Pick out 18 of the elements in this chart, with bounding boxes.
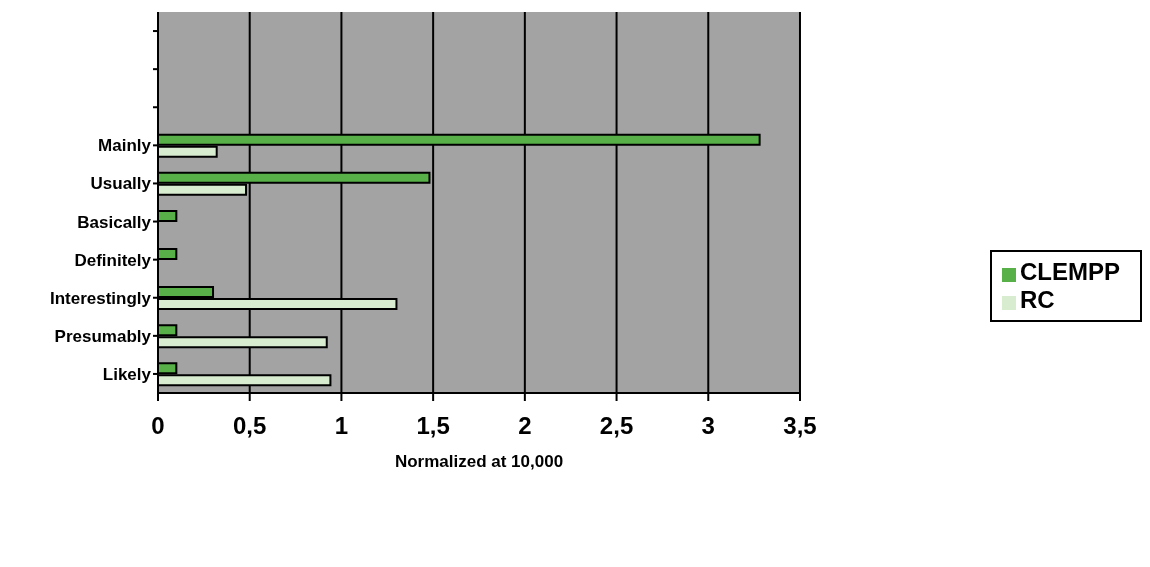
x-tick-label: 1,5 — [416, 412, 450, 440]
x-tick-label: 2,5 — [599, 412, 634, 440]
y-tick-label: Usually — [90, 174, 152, 194]
x-axis-title: Normalized at 10,000 — [394, 452, 564, 472]
y-tick-label: Interestingly — [49, 288, 152, 308]
x-tick-label: 2 — [518, 412, 532, 440]
y-tick-label: Mainly — [98, 136, 152, 156]
legend-label: RC — [1019, 285, 1055, 313]
y-tick-label: Basically — [77, 212, 152, 232]
y-tick-label: Likely — [102, 364, 152, 384]
x-tick-label: 1 — [334, 412, 349, 440]
y-tick-label: Presumably — [54, 326, 152, 346]
x-tick-label: 3,5 — [783, 412, 817, 440]
y-tick-label: Definitely — [74, 250, 152, 270]
x-tick-label: 0,5 — [233, 412, 267, 440]
legend-label: CLEMPP — [1019, 257, 1120, 285]
x-tick-label: 0 — [151, 412, 165, 440]
x-tick-label: 3 — [701, 412, 715, 440]
